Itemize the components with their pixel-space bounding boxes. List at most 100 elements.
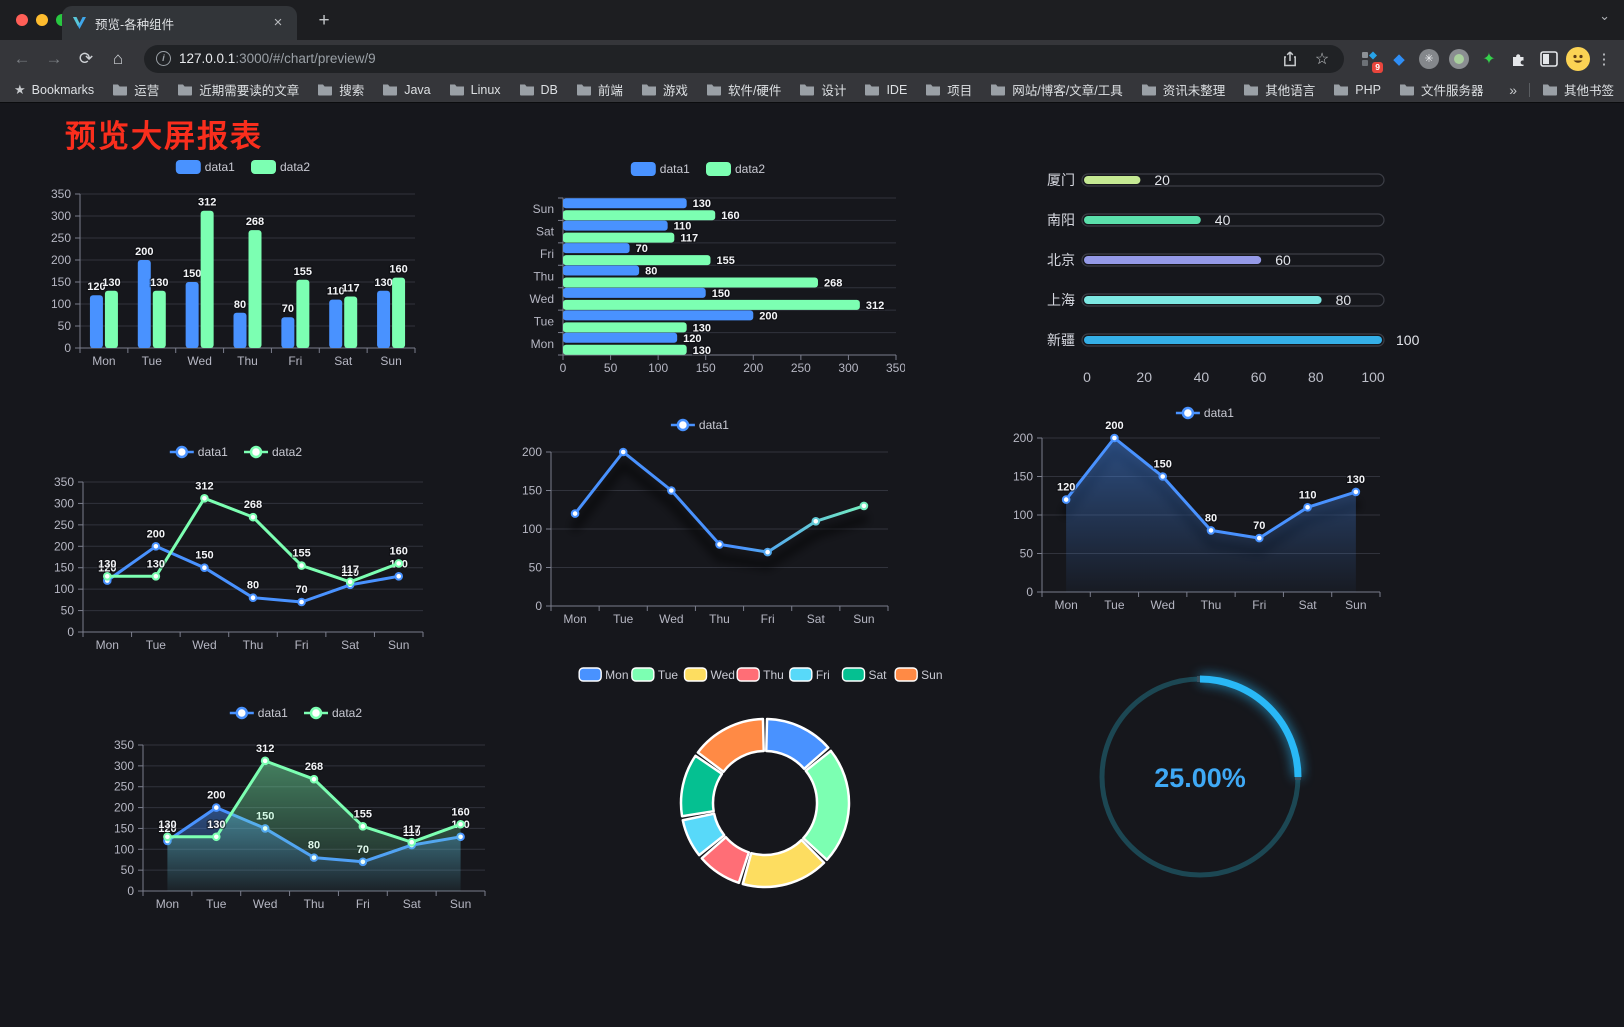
bookmark-folder-item[interactable]: 项目 bbox=[925, 80, 972, 99]
svg-text:160: 160 bbox=[390, 545, 408, 557]
tab-title: 预览-各种组件 bbox=[95, 17, 175, 32]
side-panel-icon[interactable] bbox=[1536, 46, 1562, 72]
svg-text:110: 110 bbox=[674, 221, 692, 233]
bookmark-folder-item[interactable]: 近期需要读的文章 bbox=[177, 80, 299, 99]
bookmark-folder-label: 运营 bbox=[134, 84, 160, 98]
svg-text:80: 80 bbox=[1336, 292, 1352, 308]
bookmark-folder-item[interactable]: 软件/硬件 bbox=[706, 80, 781, 99]
progress-gauge[interactable]: 25.00% bbox=[1085, 655, 1315, 885]
svg-text:Sat: Sat bbox=[1299, 598, 1318, 612]
close-window-button[interactable] bbox=[16, 14, 28, 26]
svg-text:Sat: Sat bbox=[807, 612, 826, 626]
bookmarks-divider bbox=[1528, 82, 1530, 97]
horizontal-bar-chart[interactable]: data1 data2 0 50 100 150 200 250 300 350 Sun 130 160… bbox=[505, 150, 906, 375]
multi-line-chart[interactable]: data1 data2 0 50 100 150 200 250 300 350 Mon Tue Wed… bbox=[40, 440, 460, 660]
bookmark-folder-label: 软件/硬件 bbox=[727, 84, 782, 98]
reload-button[interactable]: ⟳ bbox=[78, 48, 94, 68]
svg-text:Mon: Mon bbox=[156, 897, 179, 911]
bookmark-folder-item[interactable]: 其他语言 bbox=[1243, 80, 1315, 99]
svg-text:150: 150 bbox=[54, 561, 74, 575]
share-icon[interactable] bbox=[1278, 47, 1302, 71]
svg-text:120: 120 bbox=[1057, 482, 1075, 494]
svg-text:80: 80 bbox=[645, 266, 657, 278]
svg-text:100: 100 bbox=[522, 522, 542, 536]
extension-dot-circle-icon[interactable] bbox=[1446, 46, 1472, 72]
svg-text:Thu: Thu bbox=[304, 897, 325, 911]
bookmark-folder-item[interactable]: IDE bbox=[864, 80, 907, 99]
bookmark-folder-item[interactable]: 游戏 bbox=[641, 80, 688, 99]
bookmarks-star-icon: ★ bbox=[14, 81, 26, 97]
extension-kite-icon[interactable]: ◆ bbox=[1393, 50, 1405, 68]
back-button[interactable]: ← bbox=[13, 48, 31, 68]
svg-text:120: 120 bbox=[98, 563, 116, 575]
extensions-puzzle-icon[interactable] bbox=[1506, 46, 1532, 72]
bookmark-folder-item[interactable]: Java bbox=[382, 80, 431, 99]
address-bar[interactable]: i 127.0.0.1:3000/#/chart/preview/9 ☆ bbox=[144, 44, 1344, 73]
svg-text:北京: 北京 bbox=[1047, 252, 1075, 268]
svg-text:60: 60 bbox=[1275, 252, 1291, 268]
svg-text:117: 117 bbox=[680, 233, 698, 245]
forward-button[interactable]: → bbox=[45, 48, 63, 68]
other-bookmarks-item[interactable]: 其他书签 bbox=[1542, 80, 1614, 99]
svg-text:40: 40 bbox=[1194, 369, 1210, 385]
svg-text:130: 130 bbox=[693, 198, 711, 210]
svg-text:Mon: Mon bbox=[96, 638, 119, 652]
folder-icon bbox=[113, 84, 128, 96]
extension-asterisk-icon[interactable]: ✳ bbox=[1416, 46, 1442, 72]
svg-text:Sun: Sun bbox=[1345, 598, 1366, 612]
profile-avatar[interactable] bbox=[1566, 46, 1590, 71]
extension-green-star-icon[interactable]: ✦ bbox=[1482, 50, 1496, 68]
bookmark-star-icon[interactable]: ☆ bbox=[1314, 50, 1330, 68]
folder-icon bbox=[449, 84, 464, 96]
bookmark-folder-item[interactable]: Linux bbox=[449, 80, 501, 99]
folder-icon bbox=[1399, 84, 1414, 96]
browser-menu-icon[interactable]: ⋮ bbox=[1596, 50, 1612, 68]
bookmark-folder-label: 设计 bbox=[821, 84, 847, 98]
bookmark-folder-item[interactable]: 网站/博客/文章/工具 bbox=[990, 80, 1123, 99]
svg-text:data1: data1 bbox=[258, 706, 288, 720]
folder-icon bbox=[519, 84, 534, 96]
grouped-bar-chart[interactable]: data1 data2 0 50 100 150 200 250 300 350 Mon Tue Wed… bbox=[40, 150, 460, 375]
minimize-window-button[interactable] bbox=[36, 14, 48, 26]
gradient-line-chart[interactable]: data1 0 50 100 150 200 Mon Tue Wed Thu Fri Sat Sun bbox=[495, 405, 905, 630]
bookmarks-manager-item[interactable]: ★ Bookmarks bbox=[14, 82, 94, 98]
close-tab-icon[interactable]: × bbox=[273, 14, 283, 31]
area-line-chart[interactable]: data1 0 50 100 150 200 Mon Tue Wed Thu Fri Sat Sun 12… bbox=[985, 400, 1405, 620]
svg-text:80: 80 bbox=[1308, 369, 1324, 385]
svg-text:Wed: Wed bbox=[530, 292, 554, 306]
donut-chart[interactable]: Mon Tue Wed Thu Fri Sat Sun bbox=[560, 660, 960, 910]
home-button[interactable]: ⌂ bbox=[112, 48, 124, 68]
extension-grid-badge-icon[interactable]: 9 bbox=[1356, 46, 1383, 73]
folder-icon bbox=[991, 84, 1006, 96]
bookmark-folder-item[interactable]: 前端 bbox=[576, 80, 623, 99]
svg-text:0: 0 bbox=[64, 341, 71, 355]
bookmark-folder-item[interactable]: 文件服务器 bbox=[1399, 80, 1483, 99]
bookmark-folder-item[interactable]: DB bbox=[519, 80, 558, 99]
svg-text:155: 155 bbox=[294, 266, 312, 278]
svg-text:250: 250 bbox=[114, 780, 134, 794]
svg-text:Tue: Tue bbox=[1104, 598, 1125, 612]
svg-text:300: 300 bbox=[838, 361, 858, 375]
bookmark-folder-item[interactable]: 运营 bbox=[112, 80, 159, 99]
active-tab[interactable]: 预览-各种组件 × bbox=[62, 6, 297, 40]
new-tab-button[interactable]: + bbox=[318, 10, 330, 31]
svg-text:Sat: Sat bbox=[341, 638, 360, 652]
bookmark-folder-item[interactable]: PHP bbox=[1333, 80, 1381, 99]
svg-text:130: 130 bbox=[374, 277, 392, 289]
svg-text:Wed: Wed bbox=[711, 668, 735, 682]
svg-text:20: 20 bbox=[1136, 369, 1152, 385]
tab-search-chevron-icon[interactable]: ⌄ bbox=[1599, 8, 1610, 23]
svg-text:Sun: Sun bbox=[853, 612, 874, 626]
bookmark-folder-item[interactable]: 资讯未整理 bbox=[1141, 80, 1226, 99]
double-area-line-chart[interactable]: data1 data2 0 50 100 150 200 250 300 350 Mon Tue Wed… bbox=[95, 700, 525, 920]
bookmark-folder-label: 资讯未整理 bbox=[1162, 84, 1226, 98]
site-info-icon[interactable]: i bbox=[156, 51, 171, 66]
bookmark-folder-item[interactable]: 设计 bbox=[799, 80, 846, 99]
capsule-progress-chart[interactable]: 厦门 20 南阳 40 北京 60 上海 80 新疆 100 0 20 40 60 80 100 bbox=[990, 150, 1420, 395]
bookmark-folder-item[interactable]: 搜索 bbox=[317, 80, 364, 99]
bookmarks-overflow-chevron[interactable]: » bbox=[1509, 81, 1517, 98]
svg-text:350: 350 bbox=[51, 187, 71, 201]
svg-text:268: 268 bbox=[244, 499, 262, 511]
svg-text:Fri: Fri bbox=[540, 247, 554, 261]
